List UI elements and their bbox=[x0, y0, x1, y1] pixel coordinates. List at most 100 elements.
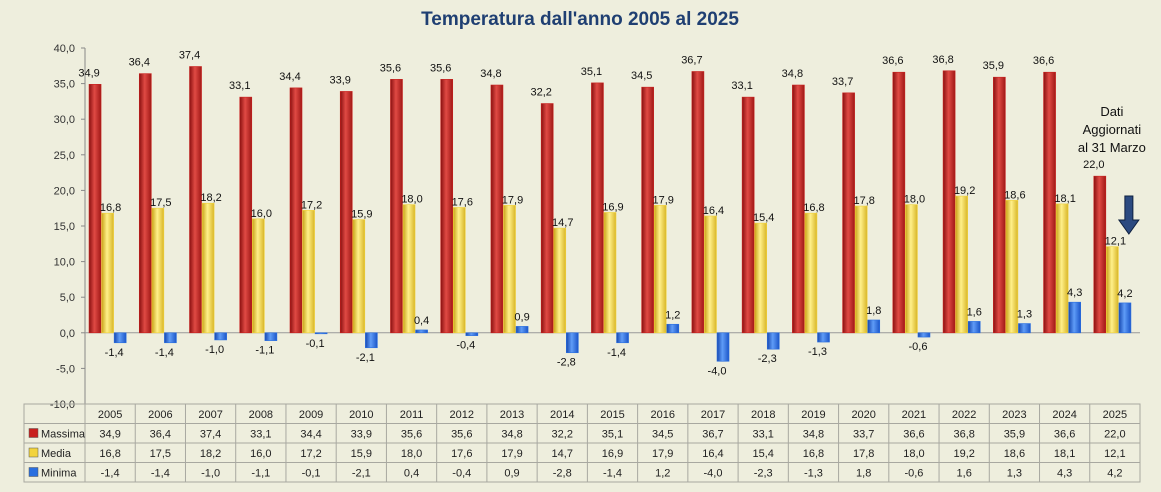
y-tick-label: 20,0 bbox=[54, 185, 75, 197]
data-label: -4,0 bbox=[708, 365, 727, 377]
x-tick-label: 2013 bbox=[500, 409, 524, 421]
data-label: 34,8 bbox=[480, 68, 501, 80]
table-cell: 18,2 bbox=[200, 448, 221, 460]
table-cell: 1,8 bbox=[856, 468, 871, 480]
table-cell: 12,1 bbox=[1104, 448, 1125, 460]
y-tick-label: 30,0 bbox=[54, 114, 75, 126]
table-cell: -1,0 bbox=[201, 468, 220, 480]
bar-massima bbox=[1093, 175, 1107, 334]
table-cell: -2,1 bbox=[352, 468, 371, 480]
table-cell: 18,6 bbox=[1004, 448, 1025, 460]
data-label: 17,9 bbox=[653, 194, 674, 206]
bar-media bbox=[603, 212, 617, 334]
x-tick-label: 2017 bbox=[701, 409, 725, 421]
table-cell: 17,2 bbox=[300, 448, 321, 460]
table-cell: 17,8 bbox=[853, 448, 874, 460]
x-tick-label: 2018 bbox=[751, 409, 775, 421]
table-cell: -0,6 bbox=[904, 468, 923, 480]
data-label: 16,8 bbox=[100, 202, 121, 214]
table-cell: 33,9 bbox=[351, 429, 372, 441]
table-cell: 35,6 bbox=[451, 429, 472, 441]
data-label: 36,7 bbox=[681, 54, 702, 66]
data-label: 37,4 bbox=[179, 50, 200, 62]
table-cell: 16,8 bbox=[803, 448, 824, 460]
bar-minima bbox=[465, 332, 479, 336]
table-cell: 19,2 bbox=[953, 448, 974, 460]
x-tick-label: 2007 bbox=[198, 409, 222, 421]
table-cell: 35,9 bbox=[1004, 429, 1025, 441]
bar-media bbox=[854, 205, 868, 334]
table-cell: 32,2 bbox=[552, 429, 573, 441]
data-label: 35,1 bbox=[581, 66, 602, 78]
bar-minima bbox=[566, 332, 579, 354]
bar-media bbox=[452, 207, 466, 334]
bar-media bbox=[302, 210, 315, 334]
table-cell: -2,8 bbox=[553, 468, 572, 480]
table-cell: -0,4 bbox=[452, 468, 471, 480]
x-tick-label: 2012 bbox=[450, 409, 474, 421]
table-cell: -4,0 bbox=[703, 468, 722, 480]
bar-massima bbox=[892, 71, 906, 334]
bar-minima bbox=[264, 332, 278, 341]
bar-minima bbox=[1118, 302, 1132, 334]
data-label: 1,2 bbox=[665, 309, 680, 321]
bar-minima bbox=[214, 332, 227, 341]
bar-massima bbox=[289, 87, 303, 334]
data-label: 18,0 bbox=[904, 194, 925, 206]
table-cell: 22,0 bbox=[1104, 429, 1125, 441]
bar-massima bbox=[993, 76, 1006, 334]
x-tick-label: 2024 bbox=[1052, 409, 1076, 421]
table-cell: 34,4 bbox=[300, 429, 321, 441]
arrow-down-icon bbox=[1117, 195, 1140, 235]
data-label: -1,4 bbox=[155, 347, 174, 359]
table-cell: 17,6 bbox=[451, 448, 472, 460]
bar-minima bbox=[515, 326, 529, 334]
bar-massima bbox=[792, 84, 805, 334]
data-label: 18,0 bbox=[401, 194, 422, 206]
bar-minima bbox=[766, 332, 780, 350]
table-cell: 33,1 bbox=[250, 429, 271, 441]
bar-media bbox=[402, 204, 416, 334]
bar-minima bbox=[917, 332, 931, 338]
data-label: 34,5 bbox=[631, 70, 652, 82]
table-cell: 14,7 bbox=[552, 448, 573, 460]
data-label: 16,8 bbox=[803, 202, 824, 214]
data-label: 17,9 bbox=[502, 194, 523, 206]
data-label: 35,6 bbox=[430, 62, 451, 74]
bar-media bbox=[1055, 203, 1069, 334]
y-tick-label: 10,0 bbox=[54, 257, 75, 269]
bar-massima bbox=[691, 71, 705, 334]
bar-minima bbox=[616, 332, 629, 344]
bar-massima bbox=[842, 92, 855, 334]
data-label: 1,8 bbox=[866, 305, 881, 317]
bar-media bbox=[352, 219, 366, 334]
bar-media bbox=[804, 212, 818, 334]
table-cell: 36,4 bbox=[150, 429, 171, 441]
x-tick-label: 2008 bbox=[249, 409, 273, 421]
x-tick-label: 2022 bbox=[952, 409, 976, 421]
x-tick-label: 2016 bbox=[650, 409, 674, 421]
table-cell: 16,8 bbox=[99, 448, 120, 460]
data-label: 1,3 bbox=[1017, 309, 1032, 321]
y-tick-label: -10,0 bbox=[50, 399, 75, 411]
y-tick-label: 35,0 bbox=[54, 79, 75, 91]
x-tick-label: 2021 bbox=[902, 409, 926, 421]
data-label: 17,2 bbox=[301, 199, 322, 211]
bar-massima bbox=[88, 84, 102, 334]
legend-swatch bbox=[28, 467, 39, 477]
bar-minima bbox=[666, 323, 680, 334]
data-label: 12,1 bbox=[1105, 236, 1126, 248]
data-label: -1,1 bbox=[255, 345, 274, 357]
table-cell: -1,3 bbox=[804, 468, 823, 480]
data-label: 33,7 bbox=[832, 76, 853, 88]
data-label: -1,3 bbox=[808, 346, 827, 358]
table-cell: 17,9 bbox=[501, 448, 522, 460]
table-cell: 33,7 bbox=[853, 429, 874, 441]
data-label: 16,4 bbox=[703, 205, 724, 217]
data-label: 17,6 bbox=[452, 196, 473, 208]
bar-massima bbox=[440, 79, 454, 334]
bar-minima bbox=[365, 332, 378, 349]
table-cell: 36,8 bbox=[953, 429, 974, 441]
x-tick-label: 2005 bbox=[98, 409, 122, 421]
